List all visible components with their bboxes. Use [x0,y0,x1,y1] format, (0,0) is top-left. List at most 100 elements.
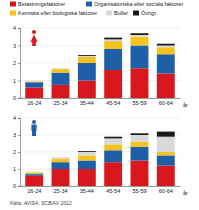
x-axis: 16-2425-3435-4445-5455-5960-64 [21,186,181,194]
bars [25,33,174,98]
bar-segment [131,161,149,187]
legend-label: Organisatoriska eller sociala faktorer [94,1,183,7]
x-tick: 35-44 [80,186,94,194]
x-tick: 55-59 [132,186,146,194]
bar-segment [78,152,96,155]
bar-segment [78,155,96,160]
bar-segment [25,172,43,174]
y-tick: 3 [13,43,20,49]
x-tick: 16-24 [27,98,41,106]
y-tick-label: 3 [13,43,16,49]
grid-line [20,63,180,64]
bar-segment [157,132,175,137]
bar-segment [52,157,70,159]
legend-label: Buller [114,10,128,16]
bar-segment [52,162,70,169]
bar-segment [25,88,43,99]
bar-segment [78,57,96,63]
y-tick-label: 0 [13,183,16,189]
y-tick: 2 [13,60,20,66]
x-tick-label: 55-59 [132,100,146,106]
bar-segment [52,85,70,98]
x-tick: 55-59 [132,98,146,106]
bar-segment [157,74,175,99]
bar-segment [131,37,149,46]
x-tick-label: 25-34 [53,100,67,106]
legend-label: Övrigt [141,10,156,16]
chart-root: Belastningsfaktorer Organisatoriska eller… [0,0,199,210]
y-tick: 1 [13,166,20,172]
icon-female [31,30,38,46]
bar-segment [131,142,149,147]
y-tick-mark [18,63,20,64]
bar-segment [52,68,70,70]
icon-legs [32,131,36,136]
y-tick-mark [18,98,20,99]
x-tick-label: 55-59 [132,188,146,194]
bar-segment [104,137,122,139]
y-tick: 0 [13,95,20,101]
bar-segment [131,33,149,35]
x-axis-line [21,186,181,187]
y-tick-mark [18,81,20,82]
y-tick: 4 [13,115,20,121]
legend-swatch [86,2,92,7]
y-tick-mark [18,46,20,47]
bar-segment [25,176,43,186]
bar-segment [25,171,43,173]
bars [25,132,174,186]
y-tick: 1 [13,78,20,84]
x-tick-label: 16-24 [27,100,41,106]
bar-segment [52,73,70,85]
bar-segment [157,46,175,48]
bar-segment [25,82,43,87]
legend-label: Kemiska eller biologiska faktorer [18,10,97,16]
y-tick-label: 3 [13,132,16,138]
grid-line [20,152,180,153]
icon-legs [32,42,36,46]
bar-segment [131,46,149,69]
x-tick-label: 45-54 [106,188,120,194]
y-tick-label: 4 [13,25,16,31]
x-tick-label: 60-64 [159,100,173,106]
legend-swatch [106,11,112,16]
x-tick: 25-34 [53,186,67,194]
bar-segment [78,56,96,58]
bar-segment [25,80,43,82]
x-tick-label: 60-64 [159,188,173,194]
bar-segment [104,41,122,49]
x-axis: 16-2425-3435-4445-5455-5960-64 [21,98,181,106]
bar-segment [131,35,149,37]
x-tick-label: 35-44 [80,188,94,194]
grid-line [20,169,180,170]
icon-body [31,35,38,43]
bar-segment [157,54,175,73]
y-axis: 0 1 2 3 4 [13,25,21,101]
bar-segment [52,69,70,73]
y-tick: 3 [13,132,20,138]
bar-segment [78,63,96,81]
y-tick-mark [18,28,20,29]
bar-segment [25,174,43,176]
y-tick: 4 [13,25,20,31]
grid-line [20,28,180,29]
legend-label: Belastningsfaktorer [18,1,65,7]
bar-segment [104,39,122,41]
y-axis: 0 1 2 3 4 [13,115,21,189]
bar-segment [131,147,149,161]
canvas: Belastningsfaktorer Organisatoriska eller… [0,0,199,210]
bar-segment [104,144,122,150]
x-tick-label: 35-44 [80,100,94,106]
source-note: Källa: AVISA, SCB/AV 2012 [10,200,72,206]
bar-segment [104,49,122,70]
bar-segment [131,135,149,142]
y-tick: 2 [13,149,20,155]
y-tick-mark [18,186,20,187]
grid-line [20,186,180,187]
y-tick-mark [18,135,20,136]
bar-segment [52,68,70,69]
x-axis-title: år [183,102,188,108]
grid [20,28,180,98]
y-tick-label: 1 [13,78,16,84]
legend-swatch [10,2,16,7]
